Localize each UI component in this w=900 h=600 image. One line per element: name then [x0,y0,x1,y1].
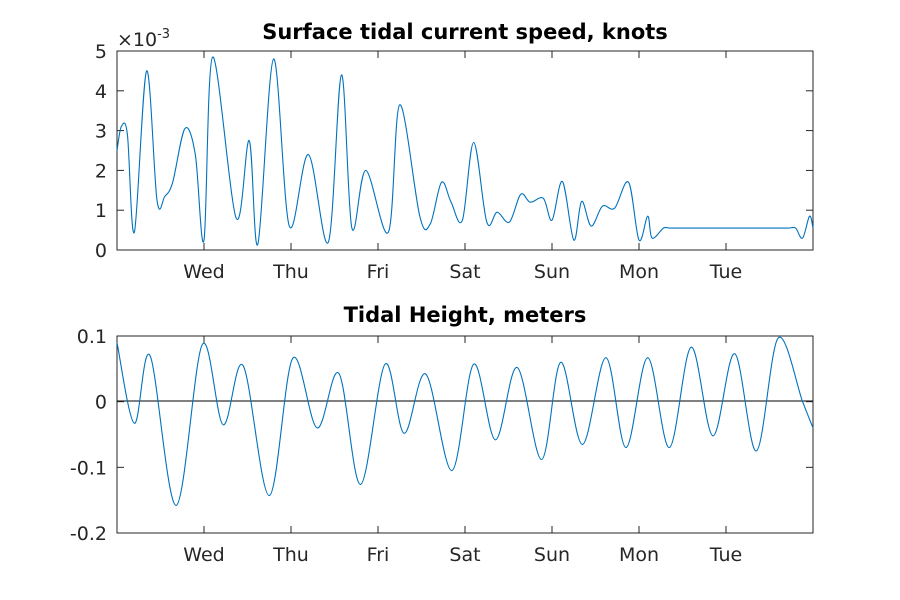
speed-y-ticks: 0 1 2 3 4 5 [95,41,813,262]
speed-x-tick-label: Sun [534,261,570,283]
speed-y-tick-label: 0 [95,240,107,262]
height-x-ticks: Wed Thu Fri Sat Sun Mon Tue [183,336,742,566]
height-x-tick-label: Mon [619,544,659,566]
speed-exponent-label: ×10-3 [117,27,170,51]
speed-x-ticks: Wed Thu Fri Sat Sun Mon Tue [183,51,742,283]
speed-y-tick-label: 1 [95,200,107,222]
speed-y-tick-label: 5 [95,41,107,63]
height-y-tick-label: 0.1 [77,326,107,348]
speed-series-line [116,56,814,246]
speed-x-tick-label: Sat [449,261,480,283]
height-series [116,336,814,506]
speed-chart-title: Surface tidal current speed, knots [262,20,668,44]
speed-x-tick-label: Mon [619,261,659,283]
height-x-tick-label: Fri [367,544,390,566]
speed-y-tick-label: 4 [95,81,107,103]
speed-x-tick-label: Tue [709,261,742,283]
speed-x-tick-label: Fri [367,261,390,283]
speed-x-tick-label: Wed [183,261,224,283]
speed-y-tick-label: 2 [95,160,107,182]
speed-x-tick-label: Thu [272,261,309,283]
height-x-tick-label: Wed [183,544,224,566]
height-axes: Tidal Height, meters -0.2 -0.1 0 0.1 Wed Thu… [70,303,814,566]
exponent-base: ×10 [117,29,157,51]
height-x-tick-label: Thu [272,544,309,566]
height-y-ticks: -0.2 -0.1 0 0.1 [70,326,813,545]
speed-series [116,56,814,246]
exponent-power: -3 [157,27,170,42]
speed-axes: Surface tidal current speed, knots ×10-3… [95,20,814,283]
height-x-tick-label: Sat [449,544,480,566]
height-y-tick-label: 0 [95,392,107,414]
height-plot-area [116,335,814,534]
height-x-tick-label: Tue [709,544,742,566]
height-y-tick-label: -0.1 [70,457,107,479]
height-x-tick-label: Sun [534,544,570,566]
height-y-tick-label: -0.2 [70,523,107,545]
height-chart-title: Tidal Height, meters [344,303,587,327]
speed-plot-area [116,50,814,251]
height-series-line [116,336,814,506]
speed-y-tick-label: 3 [95,121,107,143]
